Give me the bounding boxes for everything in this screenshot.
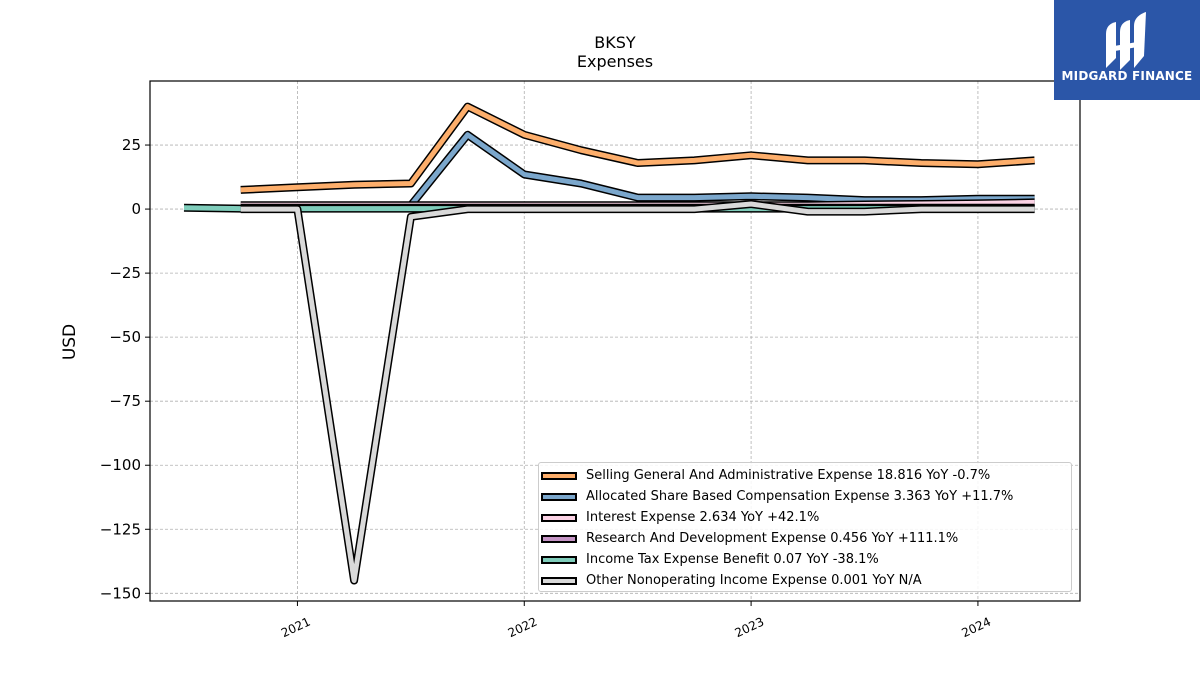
y-axis-label: USD: [60, 324, 80, 360]
series-other-nonoperating-income-expense: [240, 200, 1035, 585]
brand-name: MIDGARD FINANCE: [1061, 69, 1193, 83]
y-tick-label: −150: [100, 584, 141, 602]
legend-swatch: [541, 534, 577, 543]
legend-item: Interest Expense 2.634 YoY +42.1%: [539, 507, 1071, 528]
legend-item: Income Tax Expense Benefit 0.07 YoY -38.…: [539, 549, 1071, 570]
series-line: [240, 104, 1035, 193]
y-tick-label: −100: [100, 456, 141, 474]
legend-item: Research And Development Expense 0.456 Y…: [539, 528, 1071, 549]
series-allocated-share-based-compensation-expense: [407, 130, 1035, 208]
legend-label: Selling General And Administrative Expen…: [586, 468, 991, 483]
y-tick-label: 0: [131, 200, 141, 218]
brand-logo: MIDGARD FINANCE: [1054, 0, 1200, 100]
legend-swatch: [541, 576, 577, 585]
chart-title: BKSY: [594, 33, 636, 52]
y-tick-label: −75: [109, 392, 141, 410]
legend-label: Interest Expense 2.634 YoY +42.1%: [586, 510, 820, 525]
legend-item: Allocated Share Based Compensation Expen…: [539, 486, 1071, 507]
y-tick-label: 25: [122, 136, 141, 154]
x-tick-label: 2023: [733, 615, 767, 641]
x-tick-label: 2021: [279, 615, 313, 641]
legend-item: Selling General And Administrative Expen…: [539, 465, 1071, 486]
legend-label: Allocated Share Based Compensation Expen…: [586, 489, 1014, 504]
legend-label: Other Nonoperating Income Expense 0.001 …: [586, 573, 922, 588]
midgard-logo-icon: [1106, 12, 1146, 70]
chart-legend: Selling General And Administrative Expen…: [538, 462, 1072, 592]
y-tick-label: −125: [100, 520, 141, 538]
plot-frame: [149, 80, 1081, 602]
series-line: [240, 201, 1035, 583]
series-selling-general-and-administrative-expense: [240, 102, 1035, 194]
series-outline: [240, 102, 1035, 194]
series-line: [408, 132, 1035, 207]
legend-swatch: [541, 555, 577, 564]
legend-swatch: [541, 471, 577, 480]
legend-swatch: [541, 492, 577, 501]
x-tick-label: 2022: [506, 615, 540, 641]
series-lines: [183, 102, 1035, 585]
legend-label: Income Tax Expense Benefit 0.07 YoY -38.…: [586, 552, 879, 567]
chart-subtitle: Expenses: [577, 52, 653, 71]
x-tick-label: 2024: [959, 615, 993, 641]
legend-item: Other Nonoperating Income Expense 0.001 …: [539, 570, 1071, 591]
axis-ticks: 25 0 −25 −50 −75 −100 −125 −150 2021 2022 2023 2024: [100, 136, 993, 640]
grid-lines: [150, 81, 1080, 601]
legend-label: Research And Development Expense 0.456 Y…: [586, 531, 959, 546]
legend-swatch: [541, 513, 577, 522]
y-tick-label: −50: [109, 328, 141, 346]
y-tick-label: −25: [109, 264, 141, 282]
